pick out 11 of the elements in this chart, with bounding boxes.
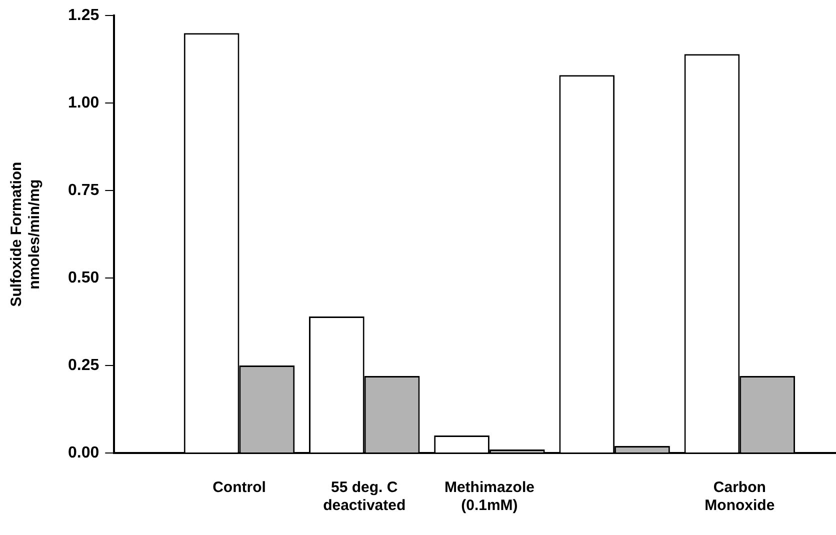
y-tick-label: 1.25 bbox=[68, 7, 100, 24]
x-tick-label: Methimazole (0.1mM) bbox=[444, 479, 534, 514]
x-tick-label: 55 deg. C deactivated bbox=[323, 479, 406, 514]
y-tick-label: 0.00 bbox=[68, 444, 100, 462]
y-tick-label: 1.00 bbox=[68, 94, 100, 112]
y-tick-label: 0.50 bbox=[68, 269, 100, 286]
y-axis-title: Sulfoxide Formation nmoles/min/mg bbox=[8, 162, 44, 307]
x-tick-label: Carbon Monoxide bbox=[704, 479, 775, 514]
x-tick-label: Control bbox=[212, 479, 266, 496]
y-tick-label: 0.25 bbox=[68, 356, 100, 374]
y-tick-label: 0.75 bbox=[68, 182, 100, 199]
